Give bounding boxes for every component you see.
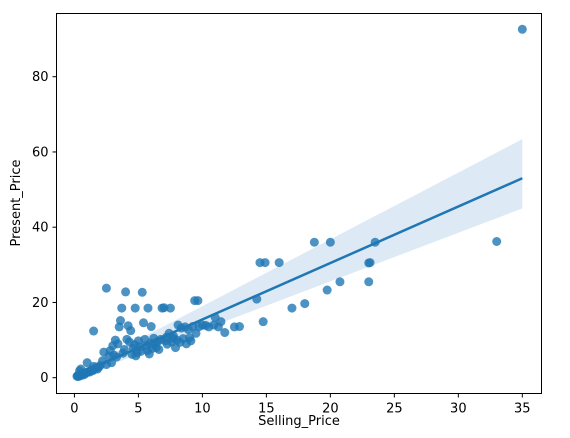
x-axis-label: Selling_Price (258, 414, 340, 429)
x-tick-label: 20 (322, 402, 339, 417)
scatter-point (126, 326, 136, 336)
scatter-point (165, 303, 175, 313)
confidence-band (76, 139, 523, 378)
x-tick-label: 25 (386, 402, 403, 417)
scatter-point (117, 303, 127, 313)
scatter-point (300, 299, 310, 309)
scatter-point (191, 328, 201, 338)
scatter-point (325, 237, 335, 247)
plot-area-frame (56, 13, 542, 394)
scatter-point (517, 24, 527, 34)
scatter-point (193, 296, 203, 306)
y-tick-label: 20 (32, 296, 49, 311)
scatter-point (364, 277, 374, 287)
scatter-point (121, 287, 131, 297)
x-tick-label: 0 (70, 402, 78, 417)
scatter-point (159, 303, 169, 313)
y-tick-label: 40 (32, 221, 49, 236)
scatter-point (139, 318, 149, 328)
scatter-point (220, 328, 230, 338)
y-tick-label: 60 (32, 145, 49, 160)
x-tick-label: 5 (134, 402, 142, 417)
scatter-point (287, 303, 297, 313)
x-tick-label: 10 (194, 402, 211, 417)
scatter-point (492, 237, 502, 246)
scatter-point (146, 322, 156, 332)
x-tick-label: 30 (450, 402, 467, 417)
scatter-point (137, 287, 147, 297)
scatter-point (115, 316, 125, 326)
scatter-point (322, 285, 332, 295)
scatter-point (143, 303, 153, 313)
scatter-point (101, 283, 111, 293)
x-tick-label: 15 (258, 402, 275, 417)
scatter-point (335, 277, 345, 287)
scatter-point (260, 258, 270, 268)
scatter-point (113, 339, 123, 349)
x-axis: 0 5 10 15 20 25 30 35 (70, 393, 531, 417)
scatter-point (89, 326, 99, 336)
scatter-point (216, 317, 226, 327)
scatter-point (186, 336, 196, 346)
scatter-point (234, 322, 244, 332)
y-axis-label: Present_Price (9, 160, 24, 247)
scatter-point (258, 317, 268, 327)
y-tick-label: 0 (40, 371, 48, 386)
scatter-point (309, 237, 319, 247)
scatter-point (365, 258, 375, 268)
y-tick-label: 80 (32, 70, 49, 85)
scatter-point (274, 258, 284, 268)
scatter-point (130, 303, 140, 313)
scatter-point (154, 344, 164, 354)
y-axis: 0 20 40 60 80 (32, 70, 57, 386)
x-tick-label: 35 (514, 402, 531, 417)
regression-line (76, 177, 523, 377)
